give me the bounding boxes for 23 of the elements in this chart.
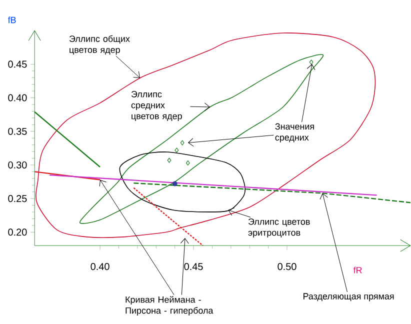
x-tick-label: 0.45 bbox=[184, 263, 203, 270]
x-axis-title: fR bbox=[353, 266, 362, 274]
x-tick-label: 0.40 bbox=[90, 263, 110, 270]
y-tick-label: 0.35 bbox=[8, 128, 27, 135]
point bbox=[186, 160, 190, 166]
y-axis-title: fB bbox=[8, 16, 16, 24]
point bbox=[309, 60, 314, 65]
y-tick-label: 0.40 bbox=[8, 94, 27, 102]
point bbox=[167, 158, 172, 163]
annotation: Значения средних bbox=[275, 123, 314, 142]
annotation: Эллипс средних цветов ядер bbox=[131, 90, 182, 122]
y-tick-label: 0.25 bbox=[8, 195, 27, 202]
annotation: Эллипс цветов эритроцитов bbox=[248, 218, 310, 238]
annotation: Кривая Неймана - Пирсона - гипербола bbox=[126, 296, 214, 316]
y-tick-label: 0.30 bbox=[8, 161, 27, 168]
y-tick-label: 0.45 bbox=[8, 60, 27, 68]
point bbox=[172, 181, 178, 186]
point bbox=[174, 148, 179, 153]
annotation: Разделяющая прямая bbox=[304, 293, 394, 302]
x-tick-label: 0.50 bbox=[278, 263, 296, 270]
y-tick-label: 0.20 bbox=[8, 228, 27, 236]
point bbox=[180, 140, 184, 146]
annotation: Эллипс общих цветов ядер bbox=[69, 35, 130, 55]
